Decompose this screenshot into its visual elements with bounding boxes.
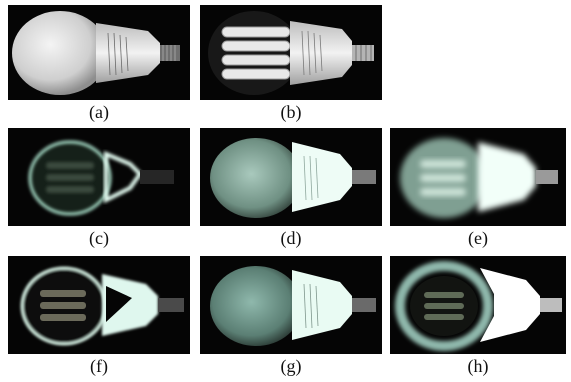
figure-panel-d: [200, 128, 382, 226]
figure-panel-h: [390, 256, 566, 354]
figure-panel-e: [390, 128, 566, 226]
diffuse-glow-image: [200, 128, 382, 226]
blurred-glow-image: [390, 128, 566, 226]
teal-globe-image: [200, 256, 382, 354]
dark-globe-rim-image: [8, 256, 190, 354]
figure-panel-a: [8, 5, 190, 100]
bulb-tubes-image: [200, 5, 382, 100]
caption-e: (e): [468, 228, 488, 248]
figure-panel-b: [200, 5, 382, 100]
outline-ring-image: [8, 128, 190, 226]
caption-b: (b): [280, 102, 302, 122]
caption-h: (h): [467, 356, 489, 376]
caption-c: (c): [89, 228, 109, 248]
figure-panel-c: [8, 128, 190, 226]
bulb-frosted-image: [8, 5, 190, 100]
caption-a: (a): [89, 102, 109, 122]
caption-d: (d): [280, 228, 302, 248]
caption-g: (g): [280, 356, 302, 376]
figure-panel-f: [8, 256, 190, 354]
figure-panel-g: [200, 256, 382, 354]
caption-f: (f): [90, 356, 108, 376]
bright-ring-image: [390, 256, 566, 354]
